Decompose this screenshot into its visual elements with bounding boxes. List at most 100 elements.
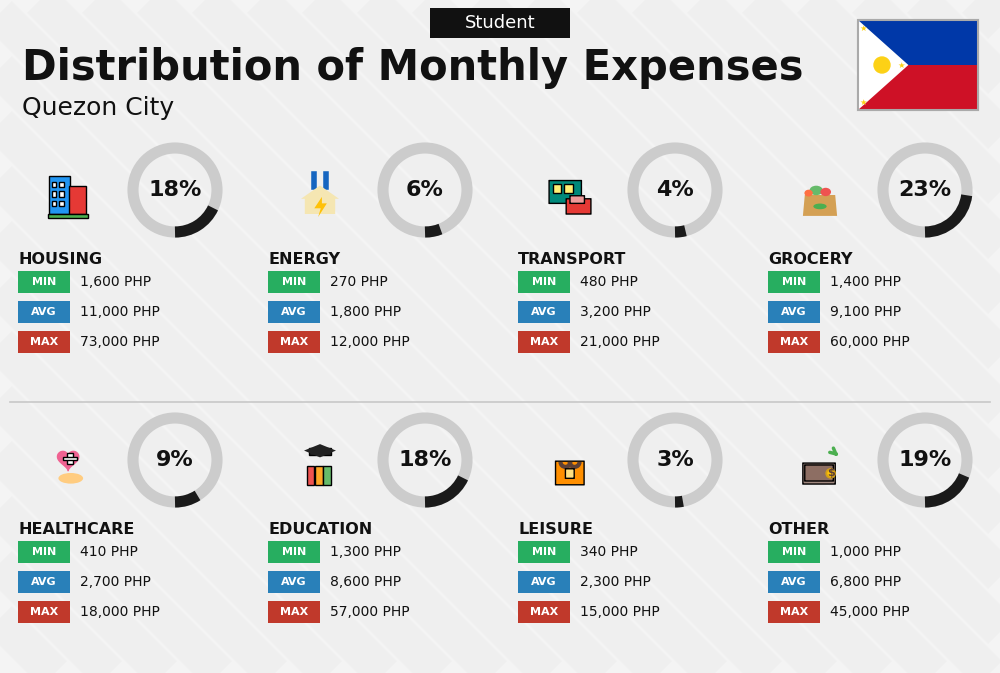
FancyBboxPatch shape (59, 182, 64, 187)
Polygon shape (314, 197, 327, 217)
Text: EDUCATION: EDUCATION (268, 522, 372, 538)
FancyBboxPatch shape (309, 448, 331, 455)
Text: 3%: 3% (656, 450, 694, 470)
FancyBboxPatch shape (18, 571, 70, 593)
FancyBboxPatch shape (18, 271, 70, 293)
Text: 18%: 18% (398, 450, 452, 470)
FancyBboxPatch shape (768, 541, 820, 563)
Text: 23%: 23% (898, 180, 952, 200)
Ellipse shape (58, 473, 83, 484)
FancyBboxPatch shape (564, 184, 573, 192)
FancyBboxPatch shape (48, 214, 88, 218)
Text: MAX: MAX (30, 337, 58, 347)
Text: ★: ★ (859, 98, 867, 106)
FancyBboxPatch shape (566, 199, 591, 214)
Text: MAX: MAX (280, 607, 308, 617)
FancyBboxPatch shape (307, 466, 314, 485)
Text: MIN: MIN (282, 277, 306, 287)
Text: AVG: AVG (531, 307, 557, 317)
Text: 1,000 PHP: 1,000 PHP (830, 545, 901, 559)
Circle shape (874, 57, 890, 73)
Text: MAX: MAX (530, 607, 558, 617)
Text: TRANSPORT: TRANSPORT (518, 252, 626, 267)
FancyBboxPatch shape (553, 184, 561, 192)
FancyBboxPatch shape (268, 601, 320, 623)
Text: Distribution of Monthly Expenses: Distribution of Monthly Expenses (22, 47, 804, 89)
Text: 15,000 PHP: 15,000 PHP (580, 605, 660, 619)
FancyBboxPatch shape (268, 271, 320, 293)
Text: 73,000 PHP: 73,000 PHP (80, 335, 160, 349)
Ellipse shape (820, 188, 831, 196)
Text: MAX: MAX (530, 337, 558, 347)
Text: 1,600 PHP: 1,600 PHP (80, 275, 151, 289)
Text: AVG: AVG (281, 307, 307, 317)
Text: 12,000 PHP: 12,000 PHP (330, 335, 410, 349)
Text: MIN: MIN (282, 547, 306, 557)
FancyBboxPatch shape (768, 331, 820, 353)
Text: MIN: MIN (532, 547, 556, 557)
Ellipse shape (810, 186, 823, 195)
FancyBboxPatch shape (18, 301, 70, 323)
FancyBboxPatch shape (52, 201, 56, 206)
FancyBboxPatch shape (858, 20, 978, 65)
FancyBboxPatch shape (768, 571, 820, 593)
Text: 2,300 PHP: 2,300 PHP (580, 575, 651, 589)
FancyBboxPatch shape (52, 182, 56, 187)
FancyBboxPatch shape (67, 453, 73, 464)
Text: MAX: MAX (780, 337, 808, 347)
Text: 6%: 6% (406, 180, 444, 200)
FancyBboxPatch shape (858, 20, 978, 110)
FancyBboxPatch shape (49, 176, 70, 214)
FancyBboxPatch shape (518, 331, 570, 353)
Text: MAX: MAX (30, 607, 58, 617)
FancyBboxPatch shape (430, 8, 570, 38)
FancyBboxPatch shape (858, 65, 978, 110)
Text: 2,700 PHP: 2,700 PHP (80, 575, 151, 589)
Text: 9%: 9% (156, 450, 194, 470)
Text: 410 PHP: 410 PHP (80, 545, 138, 559)
Polygon shape (858, 20, 908, 110)
FancyBboxPatch shape (268, 301, 320, 323)
Text: ★: ★ (859, 24, 867, 32)
FancyBboxPatch shape (518, 571, 570, 593)
FancyBboxPatch shape (69, 186, 86, 214)
Text: 1,300 PHP: 1,300 PHP (330, 545, 401, 559)
Text: 9,100 PHP: 9,100 PHP (830, 305, 901, 319)
Text: HOUSING: HOUSING (18, 252, 102, 267)
Polygon shape (803, 195, 837, 216)
Polygon shape (301, 186, 339, 214)
Text: 18%: 18% (148, 180, 202, 200)
FancyBboxPatch shape (268, 541, 320, 563)
FancyBboxPatch shape (323, 466, 331, 485)
Text: 6,800 PHP: 6,800 PHP (830, 575, 901, 589)
FancyBboxPatch shape (18, 541, 70, 563)
FancyBboxPatch shape (768, 271, 820, 293)
Circle shape (825, 468, 836, 479)
FancyBboxPatch shape (570, 196, 584, 203)
Circle shape (827, 470, 834, 476)
Text: 11,000 PHP: 11,000 PHP (80, 305, 160, 319)
FancyBboxPatch shape (768, 601, 820, 623)
FancyBboxPatch shape (63, 457, 77, 460)
Text: ENERGY: ENERGY (268, 252, 340, 267)
Text: 4%: 4% (656, 180, 694, 200)
Text: AVG: AVG (31, 577, 57, 587)
Text: 21,000 PHP: 21,000 PHP (580, 335, 660, 349)
Text: 3,200 PHP: 3,200 PHP (580, 305, 651, 319)
FancyBboxPatch shape (59, 201, 64, 206)
Text: 18,000 PHP: 18,000 PHP (80, 605, 160, 619)
FancyBboxPatch shape (59, 191, 64, 197)
Text: MIN: MIN (32, 547, 56, 557)
Ellipse shape (813, 203, 827, 209)
Text: Student: Student (465, 14, 535, 32)
FancyBboxPatch shape (268, 331, 320, 353)
Text: MIN: MIN (532, 277, 556, 287)
FancyBboxPatch shape (803, 463, 835, 484)
Text: 1,400 PHP: 1,400 PHP (830, 275, 901, 289)
Text: AVG: AVG (781, 577, 807, 587)
Text: 45,000 PHP: 45,000 PHP (830, 605, 910, 619)
FancyBboxPatch shape (518, 601, 570, 623)
FancyBboxPatch shape (768, 301, 820, 323)
Text: 340 PHP: 340 PHP (580, 545, 638, 559)
Text: MIN: MIN (782, 277, 806, 287)
